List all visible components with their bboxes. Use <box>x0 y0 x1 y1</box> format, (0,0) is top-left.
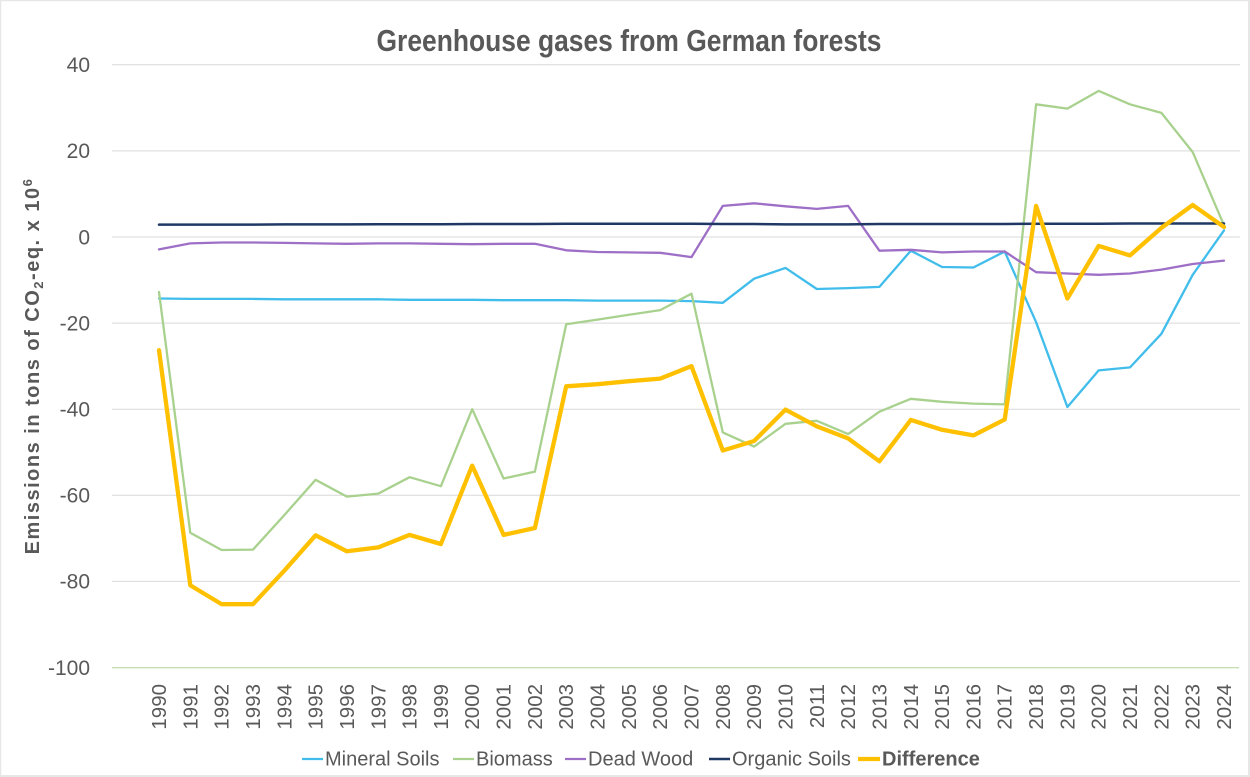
svg-text:2004: 2004 <box>587 684 610 730</box>
svg-text:2002: 2002 <box>524 684 547 730</box>
svg-text:-40: -40 <box>60 399 90 422</box>
svg-text:2024: 2024 <box>1213 684 1236 730</box>
svg-text:1994: 1994 <box>273 684 296 730</box>
svg-text:2022: 2022 <box>1150 684 1173 730</box>
svg-text:20: 20 <box>67 140 90 163</box>
svg-text:2019: 2019 <box>1056 684 1079 730</box>
svg-text:2012: 2012 <box>837 684 860 730</box>
svg-text:Organic Soils: Organic Soils <box>732 749 851 771</box>
svg-text:1996: 1996 <box>336 684 359 730</box>
svg-text:2014: 2014 <box>900 684 923 730</box>
svg-text:2001: 2001 <box>493 684 516 730</box>
svg-text:-20: -20 <box>60 312 90 335</box>
svg-text:Difference: Difference <box>882 749 980 771</box>
svg-text:2016: 2016 <box>962 684 985 730</box>
svg-text:1997: 1997 <box>367 684 390 730</box>
svg-text:2018: 2018 <box>1025 684 1048 730</box>
svg-text:2013: 2013 <box>868 684 891 730</box>
svg-text:1990: 1990 <box>148 684 171 730</box>
svg-text:Biomass: Biomass <box>476 749 553 771</box>
svg-text:1993: 1993 <box>242 684 265 730</box>
svg-text:2008: 2008 <box>712 684 735 730</box>
svg-text:1992: 1992 <box>211 684 234 730</box>
svg-text:Dead Wood: Dead Wood <box>588 749 693 771</box>
svg-text:40: 40 <box>67 54 90 77</box>
svg-text:Emissions in tons of CO2-eq. x: Emissions in tons of CO2-eq. x 106 <box>20 178 46 555</box>
svg-text:Greenhouse gases from German f: Greenhouse gases from German forests <box>377 23 882 58</box>
svg-text:2006: 2006 <box>649 684 672 730</box>
svg-text:2020: 2020 <box>1088 684 1111 730</box>
svg-text:Mineral Soils: Mineral Soils <box>325 749 439 771</box>
svg-text:2015: 2015 <box>931 684 954 730</box>
svg-text:-80: -80 <box>60 571 90 594</box>
svg-text:1995: 1995 <box>305 684 328 730</box>
svg-text:2021: 2021 <box>1119 684 1142 730</box>
svg-text:2005: 2005 <box>618 684 641 730</box>
svg-text:2023: 2023 <box>1182 684 1205 730</box>
svg-text:1998: 1998 <box>399 684 422 730</box>
svg-text:2017: 2017 <box>994 684 1017 730</box>
svg-text:0: 0 <box>78 226 90 249</box>
svg-text:1991: 1991 <box>179 684 202 730</box>
svg-text:2011: 2011 <box>806 684 829 728</box>
svg-text:2000: 2000 <box>461 684 484 730</box>
svg-text:2003: 2003 <box>555 684 578 730</box>
svg-text:2009: 2009 <box>743 684 766 730</box>
svg-text:2007: 2007 <box>681 684 704 730</box>
svg-text:1999: 1999 <box>430 684 453 730</box>
svg-text:-60: -60 <box>60 485 90 508</box>
svg-text:-100: -100 <box>48 657 90 680</box>
svg-text:2010: 2010 <box>775 684 798 730</box>
